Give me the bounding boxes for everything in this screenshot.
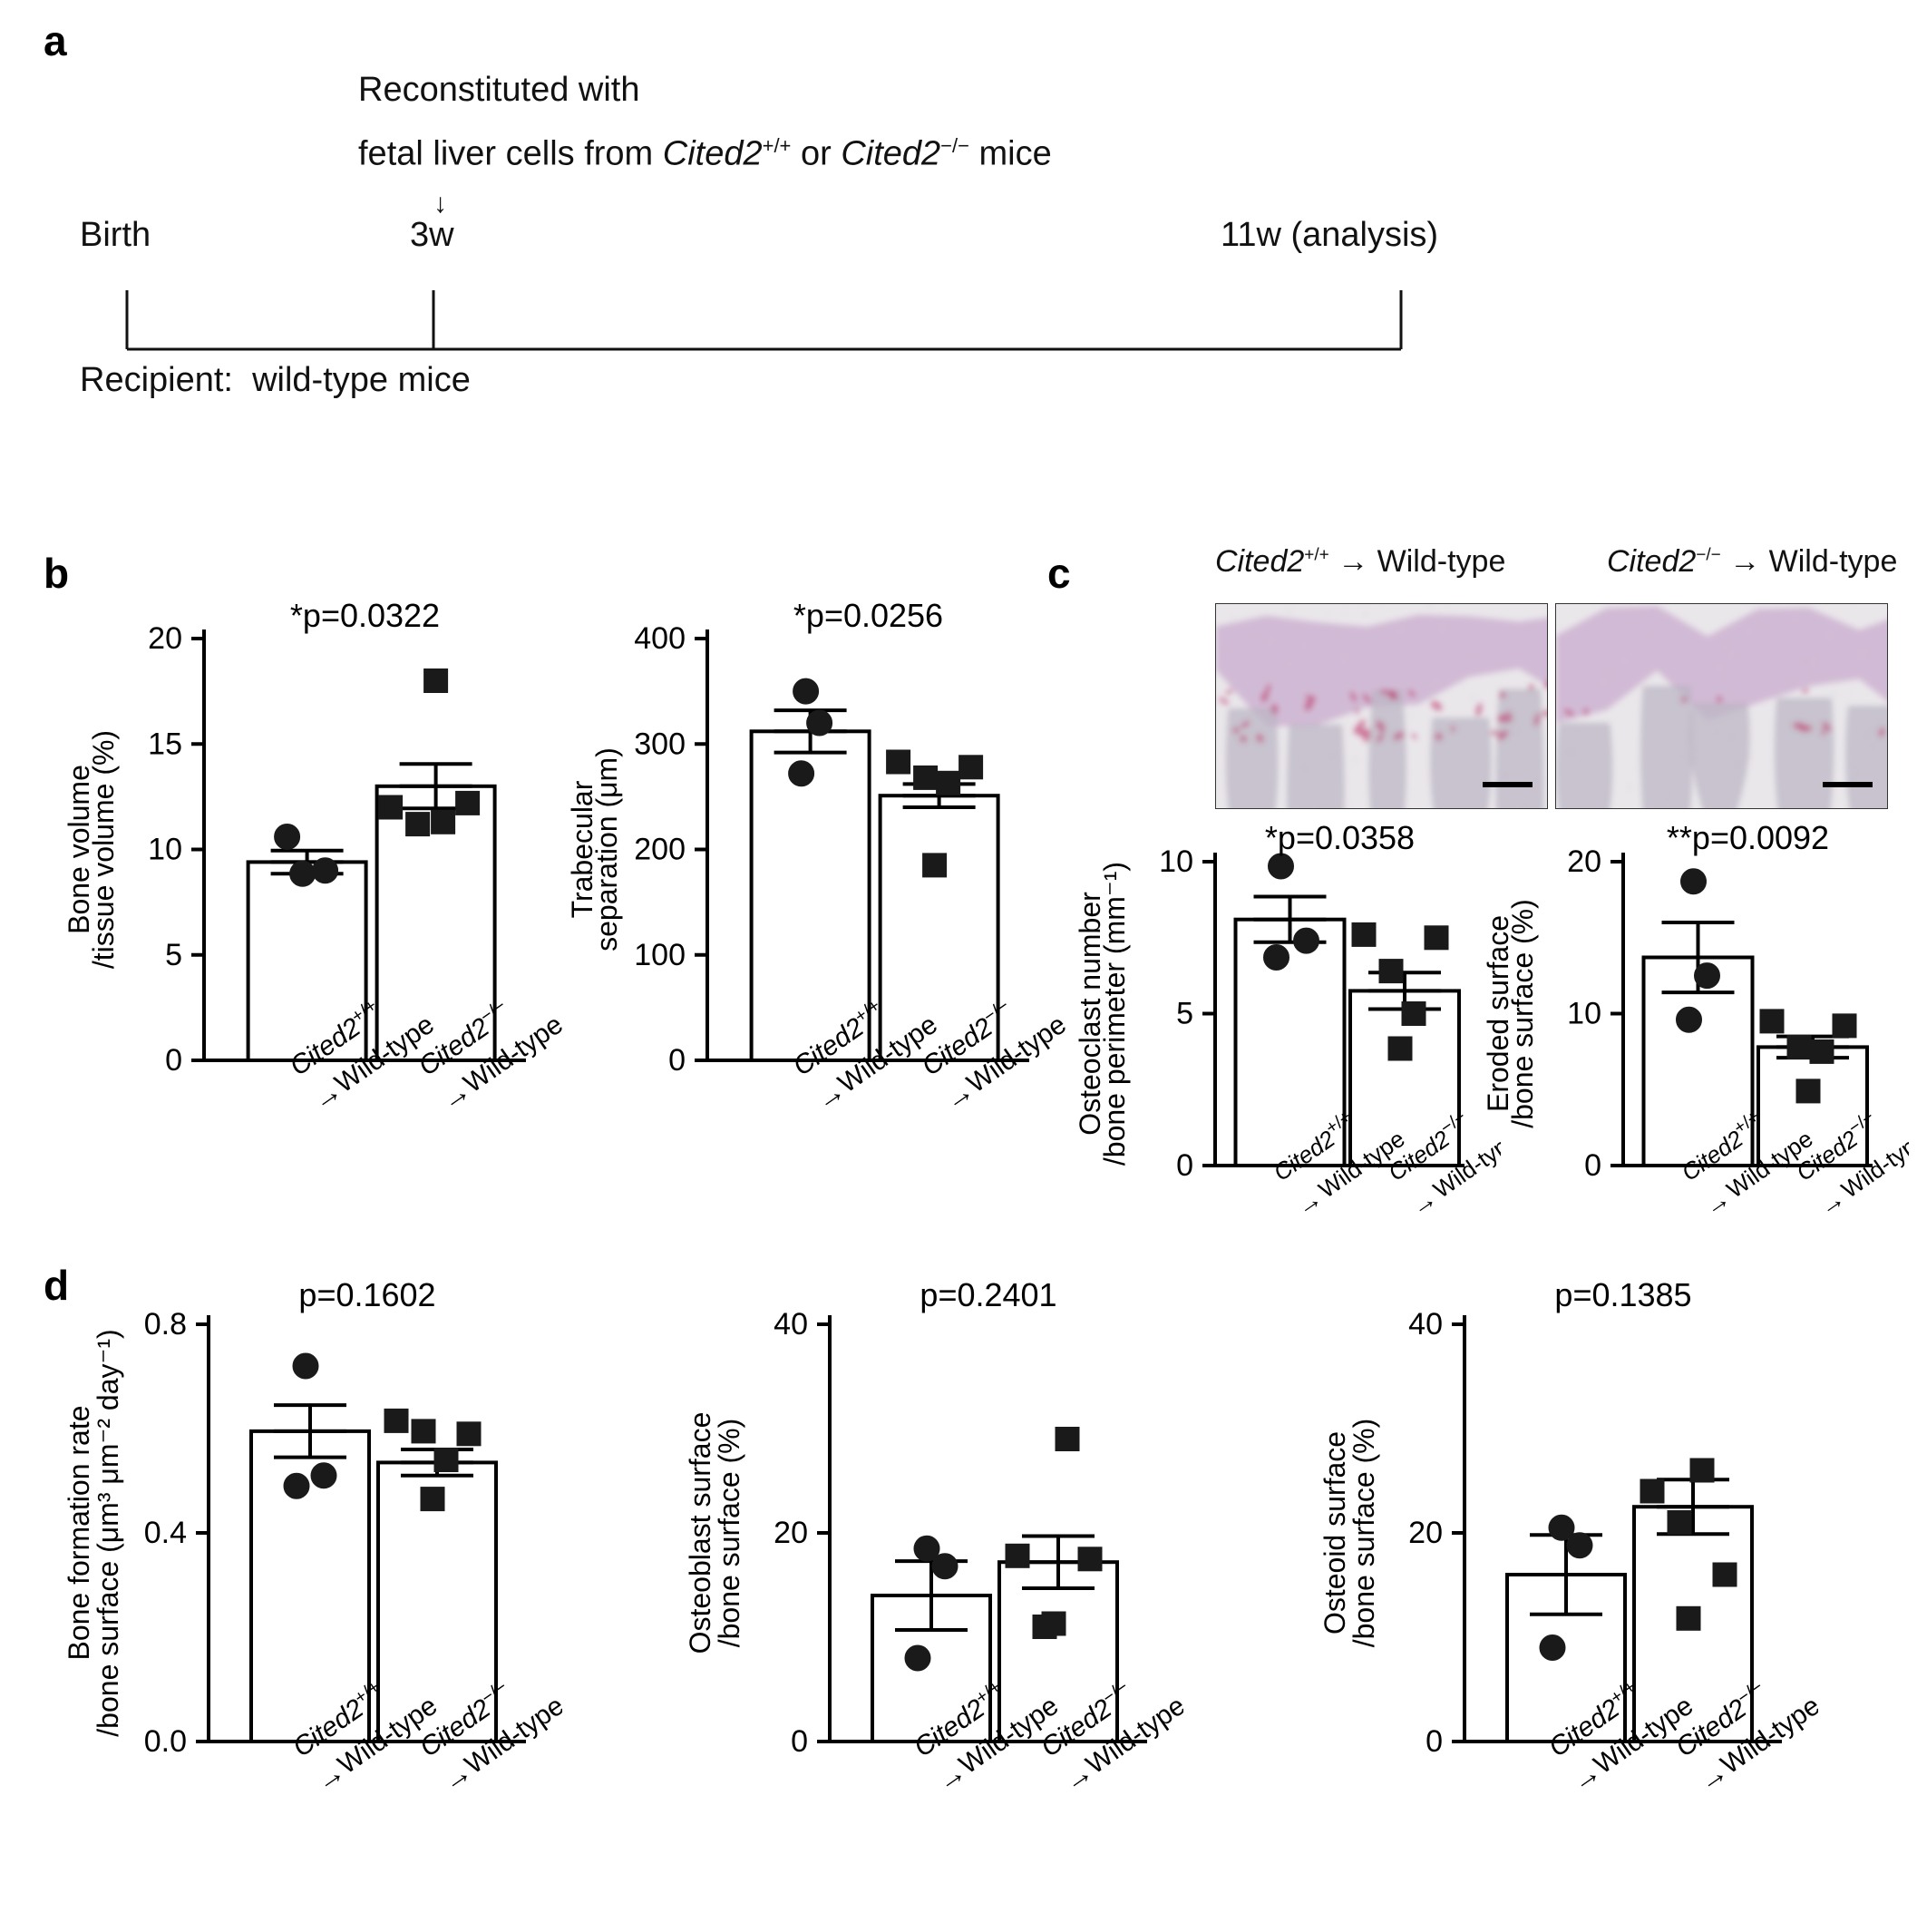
svg-text:10: 10 [1567,997,1601,1031]
svg-text:p=0.1602: p=0.1602 [298,1276,435,1313]
svg-text:15: 15 [148,727,182,761]
svg-text:5: 5 [1176,997,1193,1031]
svg-text:0.0: 0.0 [144,1724,187,1759]
svg-text:*p=0.0358: *p=0.0358 [1265,819,1415,856]
svg-text:*p=0.0322: *p=0.0322 [290,597,440,634]
svg-text:20: 20 [1408,1516,1443,1550]
svg-text:Osteoid surface: Osteoid surface [1319,1431,1351,1634]
svg-text:/bone surface (%): /bone surface (%) [713,1419,745,1648]
svg-text:0: 0 [165,1043,182,1078]
svg-text:400: 400 [634,621,686,656]
svg-text:0: 0 [1176,1148,1193,1183]
svg-text:0.4: 0.4 [144,1516,187,1550]
svg-text:20: 20 [148,621,182,656]
svg-text:/bone surface (μm³ μm⁻² day⁻¹): /bone surface (μm³ μm⁻² day⁻¹) [92,1329,124,1736]
svg-text:0: 0 [1584,1148,1601,1183]
svg-text:0: 0 [791,1724,808,1759]
svg-text:0: 0 [1426,1724,1443,1759]
svg-text:5: 5 [165,938,182,972]
svg-text:20: 20 [1567,844,1601,879]
svg-text:0: 0 [668,1043,686,1078]
svg-text:10: 10 [1159,844,1193,879]
svg-text:10: 10 [148,833,182,867]
svg-text:Osteoblast surface: Osteoblast surface [684,1412,716,1654]
svg-text:separation (μm): separation (μm) [590,747,623,951]
svg-text:p=0.1385: p=0.1385 [1554,1276,1691,1313]
svg-text:/bone surface (%): /bone surface (%) [1506,899,1539,1128]
svg-text:**p=0.0092: **p=0.0092 [1667,819,1829,856]
svg-text:20: 20 [774,1516,808,1550]
svg-text:Bone formation rate: Bone formation rate [63,1405,95,1660]
svg-text:/bone surface (%): /bone surface (%) [1348,1419,1380,1648]
svg-text:100: 100 [634,938,686,972]
svg-text:/tissue volume (%): /tissue volume (%) [87,730,120,969]
svg-text:200: 200 [634,833,686,867]
svg-text:40: 40 [1408,1307,1443,1342]
svg-text:*p=0.0256: *p=0.0256 [793,597,943,634]
svg-text:40: 40 [774,1307,808,1342]
svg-text:300: 300 [634,727,686,761]
svg-text:p=0.2401: p=0.2401 [920,1276,1056,1313]
svg-text:/bone perimeter (mm⁻¹): /bone perimeter (mm⁻¹) [1098,862,1131,1166]
svg-text:0.8: 0.8 [144,1307,187,1342]
